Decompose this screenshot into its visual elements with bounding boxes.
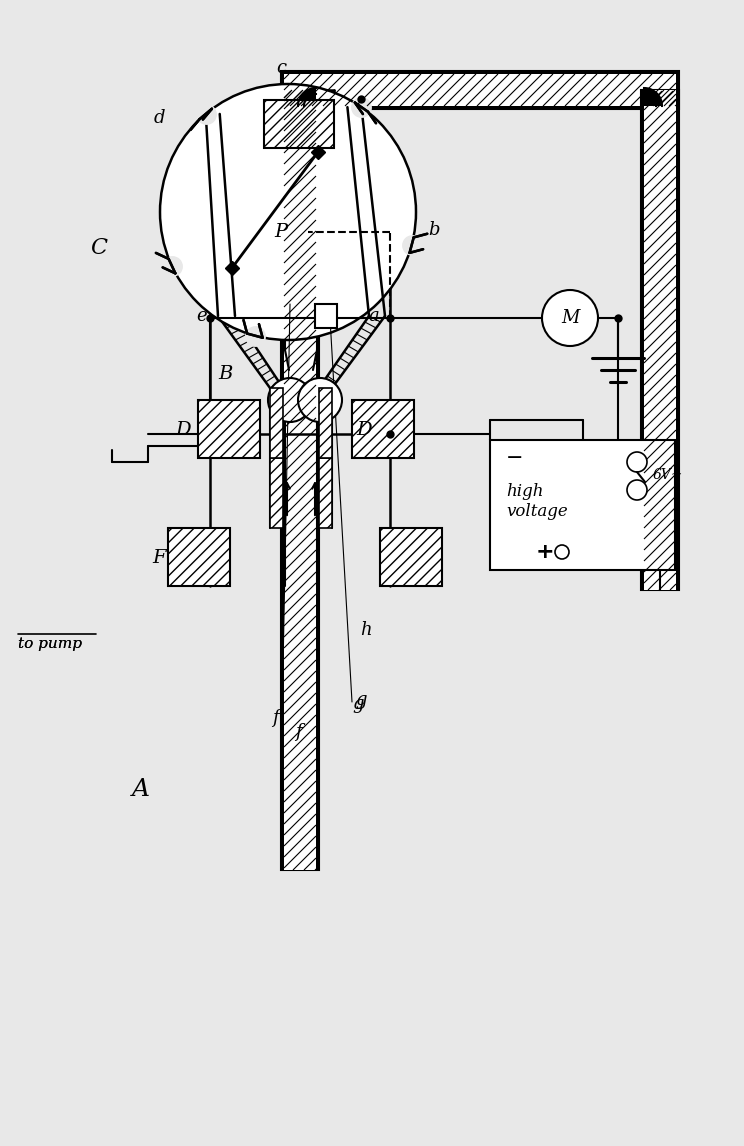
- Text: h: h: [360, 621, 371, 639]
- Bar: [281, 91, 319, 870]
- Text: high: high: [506, 484, 544, 501]
- Text: f: f: [272, 709, 278, 727]
- Bar: [270, 388, 283, 458]
- Text: B: B: [218, 364, 232, 383]
- Text: g: g: [352, 694, 364, 713]
- Text: voltage: voltage: [506, 503, 568, 520]
- Polygon shape: [644, 88, 662, 105]
- Text: +: +: [536, 542, 554, 562]
- Text: 6V~: 6V~: [653, 468, 684, 482]
- Text: to pump: to pump: [18, 637, 82, 651]
- Text: P: P: [274, 223, 287, 241]
- Text: −: −: [506, 448, 524, 468]
- Text: M: M: [561, 309, 579, 327]
- Bar: [284, 91, 316, 870]
- Circle shape: [627, 452, 647, 472]
- Bar: [168, 528, 230, 586]
- Circle shape: [627, 480, 647, 500]
- Text: d: d: [154, 109, 165, 127]
- Bar: [490, 440, 675, 570]
- Polygon shape: [298, 88, 316, 105]
- Text: D: D: [356, 421, 371, 439]
- Text: a: a: [368, 307, 379, 325]
- Circle shape: [268, 378, 312, 422]
- Text: C: C: [90, 237, 107, 259]
- Circle shape: [542, 290, 598, 346]
- Bar: [319, 388, 332, 458]
- Text: D: D: [175, 421, 190, 439]
- Text: e: e: [196, 307, 207, 325]
- Text: to pump: to pump: [18, 637, 82, 651]
- Bar: [264, 100, 334, 148]
- Text: b: b: [428, 221, 440, 240]
- Bar: [270, 458, 283, 528]
- Text: A: A: [132, 778, 150, 801]
- Bar: [641, 91, 679, 590]
- Text: F: F: [152, 549, 165, 567]
- Circle shape: [160, 84, 416, 340]
- Bar: [319, 458, 332, 528]
- Bar: [281, 71, 679, 109]
- Bar: [284, 74, 676, 105]
- Bar: [644, 91, 676, 590]
- Circle shape: [555, 545, 569, 559]
- Bar: [352, 400, 414, 458]
- Text: f: f: [295, 723, 301, 741]
- Text: g: g: [355, 691, 367, 709]
- Bar: [380, 528, 442, 586]
- Bar: [198, 400, 260, 458]
- Bar: [315, 304, 337, 328]
- Text: c: c: [276, 58, 286, 77]
- Circle shape: [298, 378, 342, 422]
